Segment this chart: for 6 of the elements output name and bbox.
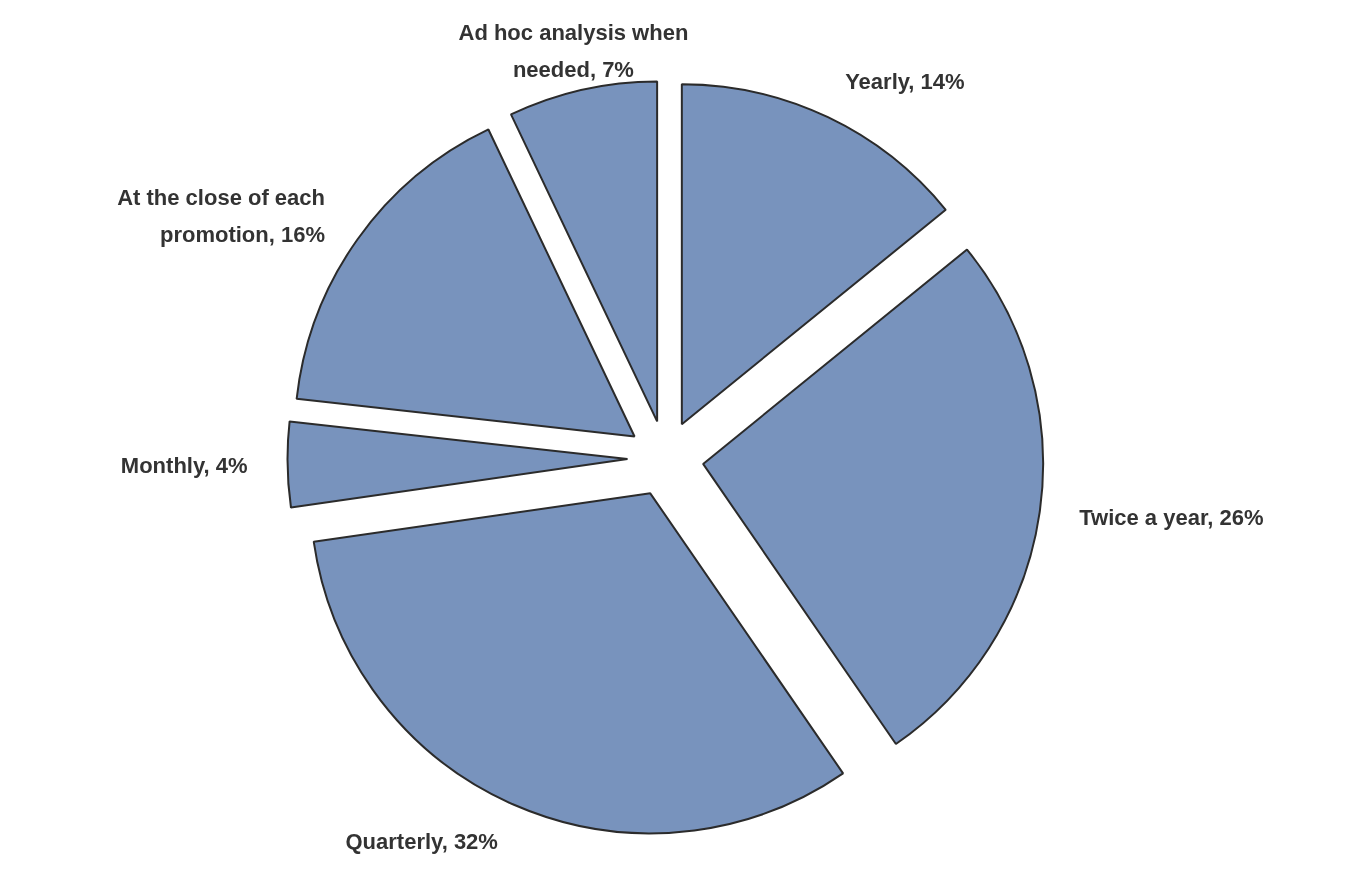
slice-label: At the close of each promotion, 16% [117, 184, 326, 248]
slice-label: Monthly, 4% [120, 452, 248, 478]
slice-label: Quarterly, 32% [345, 828, 498, 854]
slice-label: Twice a year, 26% [1079, 505, 1264, 531]
slice-label: Ad hoc analysis when needed, 7% [458, 19, 689, 83]
slice-label: Yearly, 14% [845, 68, 965, 94]
